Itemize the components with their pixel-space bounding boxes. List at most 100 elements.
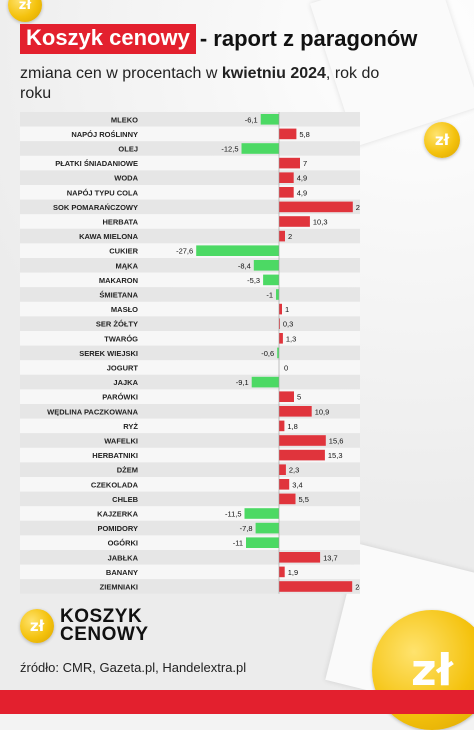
bar [279,172,294,183]
data-label: 0,3 [283,320,293,329]
category-label: CHLEB [112,495,138,504]
category-label: KAJZERKA [97,510,138,519]
category-label: NAPÓJ TYPU COLA [67,188,139,197]
category-label: HERBATNIKI [92,451,138,460]
category-label: CZEKOLADA [91,480,139,489]
category-label: RYŻ [123,422,138,431]
category-label: PARÓWKI [102,393,138,402]
data-label: -0,6 [261,349,274,358]
table-row [20,506,360,521]
data-label: 1,9 [288,568,298,577]
category-label: WODA [114,174,138,183]
source-note: źródło: CMR, Gazeta.pl, Handelextra.pl [20,660,247,675]
table-row [20,185,360,200]
bar [244,508,279,519]
data-label: 10,3 [313,218,328,227]
data-label: 4,9 [297,174,307,183]
data-label: -11,5 [225,510,242,519]
table-row [20,477,360,492]
table-row [20,404,360,419]
category-label: SER ŻÓŁTY [96,320,138,329]
category-label: SEREK WIEJSKI [79,349,138,358]
table-row [20,258,360,273]
bar [255,522,279,534]
data-label: 24,4 [355,583,360,592]
table-row [20,550,360,565]
subtitle-pre: zmiana cen w procentach w [20,65,222,82]
data-label: -7,8 [240,524,253,533]
bar [241,143,279,154]
bar [279,157,300,169]
table-row [20,345,360,361]
table-row [20,491,360,507]
bar [276,289,279,300]
bar [279,230,285,242]
bar [279,318,280,329]
data-label: -9,1 [236,378,249,387]
category-label: WAFELKI [104,437,138,446]
data-label: 15,3 [328,451,343,460]
bar [263,274,279,286]
data-label: -11 [233,539,243,548]
data-label: -1 [266,291,273,300]
zloty-coin-icon: zł [8,0,42,22]
table-row [20,272,360,288]
bar [279,435,326,446]
bar [279,581,353,592]
table-row [20,214,360,229]
data-label: -6,1 [245,115,258,124]
bar [279,406,312,417]
data-label: 2 [288,232,292,241]
category-label: MLEKO [111,115,138,124]
data-label: -27,6 [176,247,193,256]
category-label: SOK POMARAŃCZOWY [53,203,138,212]
subtitle-bold: kwietniu 2024 [221,65,326,82]
bar [279,479,290,490]
table-row [20,535,360,550]
category-label: ŚMIETANA [99,291,138,300]
category-label: OLEJ [118,145,138,154]
table-row [20,447,360,463]
bar [246,537,279,548]
bar [279,333,283,344]
table-row [20,389,360,404]
title-rest: - raport z paragonów [199,26,418,51]
bar [253,260,279,271]
table-row [20,374,360,390]
category-label: POMIDORY [97,524,138,533]
subtitle-post: , rok do roku [20,65,380,102]
bar [279,391,294,402]
category-label: JAJKA [113,378,138,387]
data-label: 0 [284,364,288,373]
bar [277,347,279,359]
table-row [20,228,360,244]
category-label: CUKIER [109,247,138,256]
logo-line-2: CENOWY [60,624,149,645]
data-label: 24,6 [356,203,360,212]
category-label: DŻEM [117,466,138,475]
bar [196,245,279,256]
title-highlight: Koszyk cenowy [20,24,196,54]
data-label: 5 [297,393,301,402]
table-row [20,520,360,536]
category-label: JABŁKA [108,553,139,562]
data-label: 1,3 [286,334,296,343]
table-row [20,433,360,448]
table-row [20,141,360,156]
table-row [20,316,360,331]
data-label: 10,9 [315,407,330,416]
bottom-bar [0,690,474,714]
data-label: 7 [303,159,307,168]
table-row [20,462,360,477]
category-label: HERBATA [102,218,138,227]
bar [279,566,285,578]
table-row [20,579,360,594]
bar [279,464,286,475]
data-label: 4,9 [297,188,307,197]
data-label: -5,3 [247,276,260,285]
data-label: -12,5 [221,145,238,154]
category-label: JOGURT [107,364,139,373]
data-label: 15,6 [329,437,344,446]
bar [279,493,296,505]
bar [279,187,294,198]
